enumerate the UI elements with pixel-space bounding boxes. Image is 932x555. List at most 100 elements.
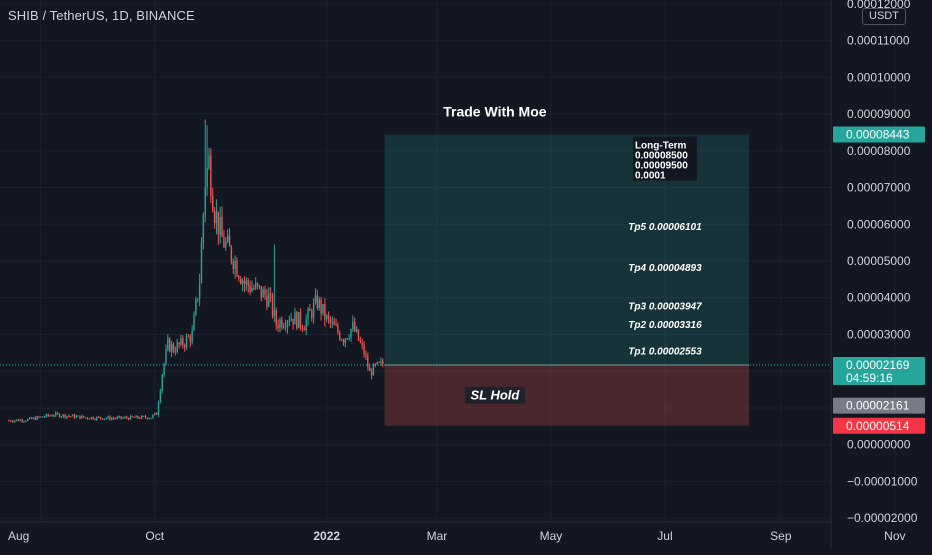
candle-body (45, 414, 48, 417)
countdown-label: 04:59:16 (846, 371, 893, 385)
candle-body (77, 415, 79, 417)
candle-body (28, 417, 31, 420)
candle-body (163, 363, 165, 375)
candle-body (137, 415, 139, 418)
candle-body (84, 417, 87, 419)
candle-body (53, 415, 55, 417)
candle-body (262, 289, 264, 298)
candle-body (213, 211, 216, 224)
candle-body (198, 282, 201, 299)
candle-body (221, 216, 223, 237)
candle-body (254, 283, 257, 289)
candle-body (98, 416, 100, 418)
position-zones[interactable] (0, 134, 831, 426)
candle-body (75, 416, 77, 418)
candle-body (32, 417, 34, 419)
time-tick-label: Mar (427, 529, 448, 543)
candle-body (208, 155, 210, 169)
price-label: 0.00002161 (846, 399, 910, 413)
candle-body (88, 418, 91, 420)
candle-body (271, 294, 274, 316)
currency-badge[interactable]: USDT (862, 8, 906, 25)
candle-body (210, 155, 212, 197)
candle-body (170, 344, 173, 352)
time-tick-label: Sep (770, 529, 792, 543)
candle-body (333, 321, 335, 325)
candle-body (155, 413, 158, 415)
candle-body (202, 214, 205, 244)
grid-lines (0, 0, 896, 522)
candle-body (249, 285, 251, 292)
candle-body (15, 419, 18, 421)
candle-body (120, 416, 122, 419)
candle-body (326, 315, 328, 320)
candle-body (372, 364, 375, 376)
candle-body (223, 236, 225, 248)
candle-body (21, 419, 23, 422)
candle-body (105, 418, 107, 420)
candle-body (154, 413, 156, 415)
candle-body (62, 414, 64, 417)
price-tick-label: −0.00001000 (847, 474, 918, 488)
candle-body (243, 280, 246, 284)
symbol-title[interactable]: SHIB / TetherUS, 1D, BINANCE (8, 8, 195, 23)
annotation-title: Trade With Moe (443, 104, 547, 120)
candle-body (301, 326, 304, 330)
long-term-line: 0.00008500 (635, 151, 688, 162)
candle-body (118, 416, 120, 418)
candle-body (303, 329, 305, 331)
price-tick-label: 0.00010000 (847, 70, 911, 84)
candle-body (180, 338, 182, 345)
time-tick-label: May (540, 529, 563, 543)
candle-body (348, 337, 350, 339)
candle-body (226, 235, 229, 242)
candle-body (150, 417, 152, 419)
candle-body (51, 415, 53, 417)
candle-body (133, 417, 135, 419)
candle-body (382, 360, 384, 365)
price-label-box (833, 126, 925, 143)
candle-body (279, 319, 281, 329)
candle-body (185, 336, 188, 348)
candle-body (19, 419, 21, 421)
annotations: Trade With Moe SL Hold Tp1 0.00002553 Tp2 0… (443, 104, 702, 404)
candle-body (277, 324, 279, 329)
candle-body (329, 318, 332, 323)
candle-body (281, 319, 283, 328)
candle-body (146, 417, 148, 419)
candle-body (212, 196, 214, 212)
candle-body (140, 415, 143, 419)
candle-body (122, 417, 124, 419)
price-tick-label: 0.00005000 (847, 254, 911, 268)
candle-body (312, 302, 315, 318)
candlestick-series[interactable] (8, 119, 384, 423)
price-label: 0.00002169 (846, 358, 910, 372)
candle-body (327, 315, 330, 319)
candle-body (13, 420, 16, 422)
candle-body (152, 414, 154, 418)
price-tick-label: 0.00004000 (847, 291, 911, 305)
candle-body (56, 412, 59, 414)
candle-body (38, 416, 40, 418)
candle-body (376, 362, 378, 365)
candle-body (374, 364, 376, 366)
candle-body (217, 211, 220, 235)
candle-body (30, 417, 33, 419)
candle-body (307, 309, 309, 320)
candle-body (96, 416, 98, 420)
price-tick-label: 0.00009000 (847, 107, 911, 121)
candle-body (8, 420, 10, 422)
candle-body (68, 416, 70, 418)
candle-body (370, 370, 373, 376)
candle-body (380, 360, 382, 363)
candle-body (269, 293, 272, 295)
candle-body (92, 417, 94, 420)
candle-body (251, 288, 253, 292)
candle-body (324, 304, 326, 320)
candle-body (159, 390, 162, 403)
candle-body (47, 414, 49, 416)
candle-body (116, 417, 119, 419)
